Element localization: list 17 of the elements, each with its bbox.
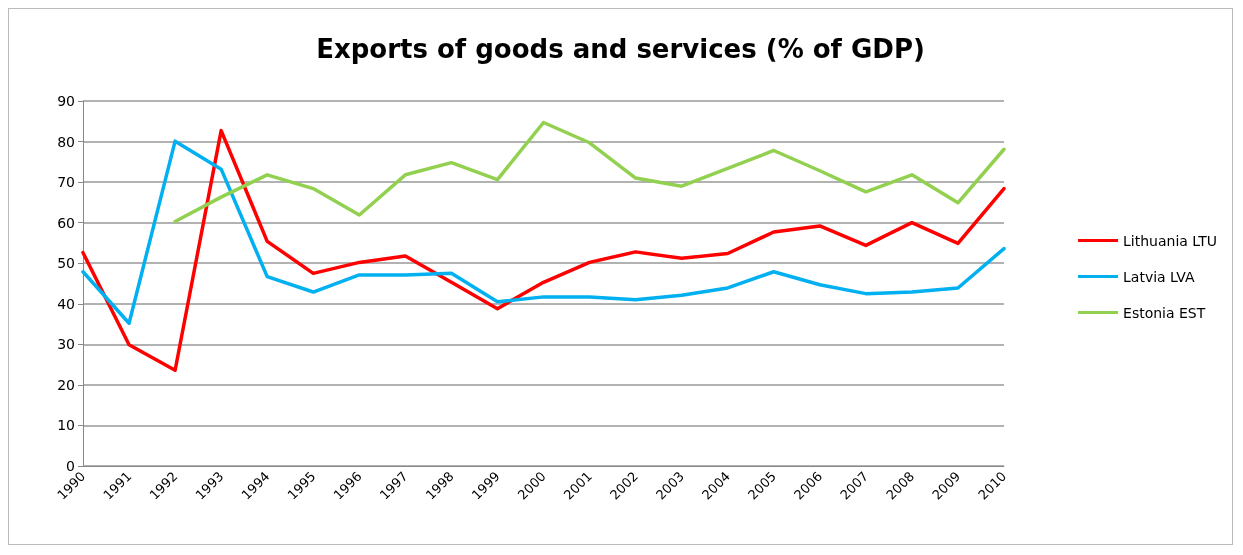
legend-label: Lithuania LTU bbox=[1123, 232, 1217, 249]
y-tick-label: 60 bbox=[57, 214, 75, 231]
line-series bbox=[81, 139, 1006, 325]
y-tick-label: 0 bbox=[66, 458, 75, 474]
legend-label: Estonia EST bbox=[1123, 304, 1206, 321]
y-tick-label: 80 bbox=[57, 133, 75, 150]
line-series bbox=[173, 120, 1006, 224]
legend-label: Latvia LVA bbox=[1123, 268, 1196, 285]
y-tick-label: 90 bbox=[57, 93, 75, 109]
y-tick-label: 30 bbox=[57, 336, 75, 353]
y-tick-label: 10 bbox=[57, 417, 75, 434]
y-tick-label: 40 bbox=[57, 295, 75, 312]
chart-title: Exports of goods and services (% of GDP) bbox=[316, 34, 925, 64]
y-tick-label: 20 bbox=[57, 376, 75, 393]
y-tick-label: 70 bbox=[57, 174, 75, 191]
line-series bbox=[81, 128, 1006, 373]
y-tick-label: 50 bbox=[57, 255, 75, 272]
